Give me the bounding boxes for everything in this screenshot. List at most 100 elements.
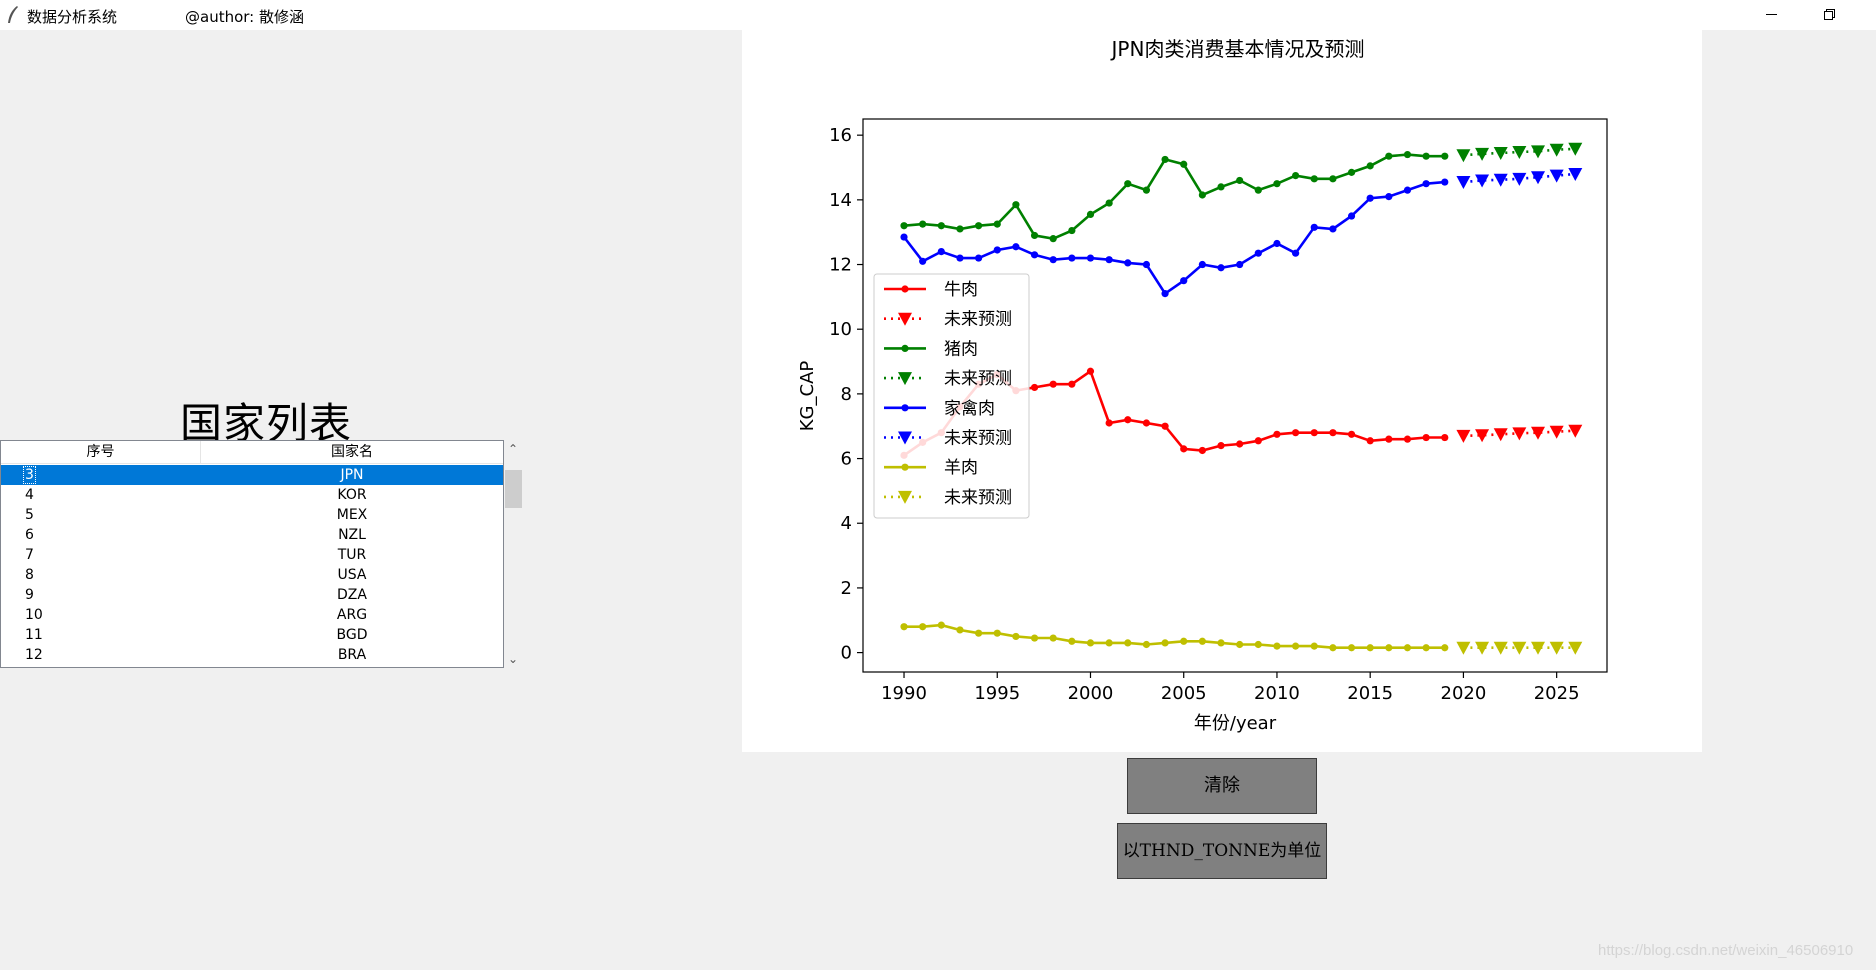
x-tick-label: 2020 (1441, 683, 1487, 704)
restore-button[interactable] (1806, 0, 1852, 30)
row-index: 8 (25, 567, 34, 583)
clear-button[interactable]: 清除 (1127, 758, 1317, 814)
data-point (1086, 367, 1095, 375)
legend-label: 家禽肉 (944, 399, 995, 419)
data-point (1236, 640, 1244, 649)
data-point (1068, 226, 1076, 235)
table-row[interactable]: 11 BGD (1, 625, 503, 645)
data-point (1217, 639, 1225, 647)
table-header: 序号 国家名 (1, 441, 503, 464)
legend-marker (898, 312, 912, 326)
row-country: ARG (336, 607, 368, 623)
scroll-up-icon[interactable]: ⌃ (507, 442, 519, 456)
data-point (1310, 429, 1318, 437)
data-point (1049, 634, 1057, 642)
minimize-button[interactable] (1749, 0, 1795, 30)
forecast-point (1493, 641, 1508, 655)
table-row[interactable]: 4 KOR (1, 485, 503, 505)
y-tick-label: 16 (829, 125, 852, 146)
forecast-point (1549, 169, 1564, 183)
data-point (1012, 243, 1020, 251)
table-row[interactable]: 9 DZA (1, 585, 503, 605)
legend-marker (901, 344, 909, 352)
y-tick-label: 4 (841, 513, 852, 534)
data-point (1217, 183, 1225, 191)
data-point (956, 225, 964, 233)
forecast-point (1475, 641, 1490, 655)
data-point (1441, 433, 1449, 442)
table-row[interactable]: 5 MEX (1, 505, 503, 525)
legend-marker (901, 285, 909, 293)
data-point (919, 220, 927, 228)
data-point (1254, 640, 1262, 649)
minimize-icon (1766, 14, 1777, 15)
data-point (1441, 178, 1449, 186)
data-point (1329, 429, 1337, 437)
data-point (975, 254, 983, 262)
x-tick-label: 2015 (1347, 683, 1393, 704)
data-point (1180, 445, 1188, 453)
data-point (1385, 152, 1393, 160)
table-row[interactable]: 7 TUR (1, 545, 503, 565)
data-point (900, 233, 908, 241)
legend-label: 未来预测 (944, 310, 1012, 330)
data-point (1198, 446, 1206, 455)
table-row[interactable]: 10 ARG (1, 605, 503, 625)
data-point (1105, 199, 1113, 207)
chart-panel: JPN肉类消费基本情况及预测 1990 1995 2000 2005 2010 2015 2… (742, 30, 1702, 752)
row-country: TUR (337, 547, 367, 563)
x-tick-label: 2010 (1254, 683, 1300, 704)
chart-title: JPN肉类消费基本情况及预测 (1110, 37, 1365, 61)
scroll-thumb[interactable] (505, 470, 522, 508)
feather-icon (8, 6, 18, 23)
row-index: 7 (25, 547, 34, 563)
legend-entry: 猪肉 (884, 339, 978, 359)
data-point (1385, 644, 1393, 652)
row-country: DZA (337, 587, 367, 603)
data-point (1310, 223, 1318, 231)
data-point (1161, 639, 1169, 647)
table-row[interactable]: 8 USA (1, 565, 503, 585)
forecast-point (1456, 429, 1471, 443)
table-row[interactable]: 6 NZL (1, 525, 503, 545)
data-point (937, 621, 945, 629)
legend-label: 牛肉 (944, 280, 978, 300)
data-point (993, 246, 1001, 254)
forecast-point (1475, 174, 1490, 188)
scroll-down-icon[interactable]: ⌄ (507, 652, 519, 666)
data-point (975, 629, 983, 637)
data-point (1254, 186, 1262, 194)
forecast-point (1475, 429, 1490, 443)
forecast-point (1456, 176, 1471, 190)
data-point (1273, 642, 1281, 650)
series-4-actual (900, 178, 1449, 298)
data-point (1049, 235, 1057, 243)
country-table[interactable]: 序号 国家名 3 JPN 4 KOR 5 MEX 6 NZL 7 TUR 8 U… (0, 440, 504, 668)
series-3-forecast (1456, 142, 1583, 163)
table-scrollbar[interactable]: ⌃ ⌄ (504, 440, 522, 668)
legend-marker (898, 431, 912, 445)
data-point (1236, 260, 1244, 269)
column-header-index[interactable]: 序号 (1, 441, 201, 463)
table-row-selected[interactable]: 3 JPN (1, 465, 503, 485)
data-point (1441, 152, 1449, 160)
data-point (993, 220, 1001, 228)
data-point (1403, 150, 1412, 159)
data-point (1422, 433, 1430, 442)
forecast-point (1549, 425, 1564, 439)
data-point (1030, 383, 1039, 392)
forecast-point (1531, 171, 1546, 185)
x-tick-label: 2005 (1161, 683, 1207, 704)
y-axis-label: KG_CAP (797, 361, 818, 432)
row-index: 3 (23, 466, 36, 484)
column-header-country[interactable]: 国家名 (331, 444, 373, 460)
unit-toggle-button[interactable]: 以THND_TONNE为单位 (1117, 823, 1327, 879)
legend-marker (898, 490, 912, 504)
data-point (1142, 419, 1151, 427)
table-row[interactable]: 12 BRA (1, 645, 503, 665)
forecast-point (1568, 424, 1583, 438)
data-point (1198, 191, 1206, 199)
row-index: 5 (25, 507, 34, 523)
data-point (1422, 180, 1430, 188)
